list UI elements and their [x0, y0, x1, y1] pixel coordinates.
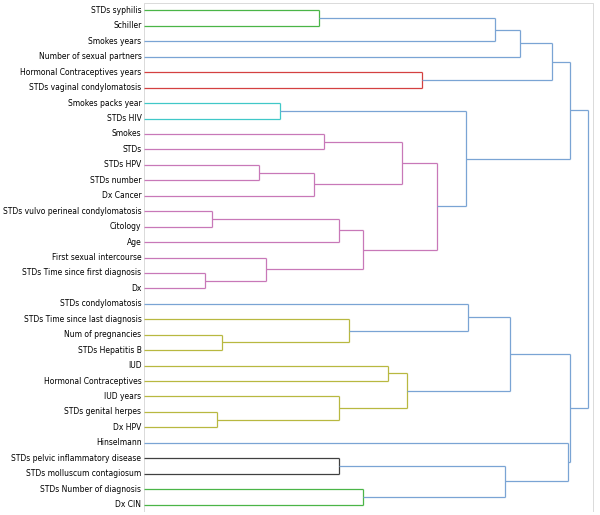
Text: Hormonal Contraceptives years: Hormonal Contraceptives years	[20, 68, 142, 77]
Text: STDs syphilis: STDs syphilis	[91, 6, 142, 15]
Text: Dx: Dx	[131, 284, 142, 293]
Text: STDs Hepatitis B: STDs Hepatitis B	[77, 346, 142, 355]
Text: Num of pregnancies: Num of pregnancies	[64, 330, 142, 339]
Text: First sexual intercourse: First sexual intercourse	[52, 253, 142, 262]
Text: Dx CIN: Dx CIN	[115, 500, 142, 509]
Text: Hormonal Contraceptives: Hormonal Contraceptives	[44, 376, 142, 386]
Text: STDs vaginal condylomatosis: STDs vaginal condylomatosis	[29, 83, 142, 92]
Text: Number of sexual partners: Number of sexual partners	[38, 53, 142, 61]
Text: IUD years: IUD years	[104, 392, 142, 401]
Text: STDs: STDs	[122, 145, 142, 154]
Text: STDs vulvo perineal condylomatosis: STDs vulvo perineal condylomatosis	[3, 207, 142, 216]
Text: STDs number: STDs number	[90, 176, 142, 185]
Text: Schiller: Schiller	[113, 22, 142, 30]
Text: STDs molluscum contagiosum: STDs molluscum contagiosum	[26, 469, 142, 478]
Text: STDs HPV: STDs HPV	[104, 160, 142, 169]
Text: STDs Time since last diagnosis: STDs Time since last diagnosis	[23, 315, 142, 324]
Text: STDs pelvic inflammatory disease: STDs pelvic inflammatory disease	[11, 454, 142, 462]
Text: STDs Number of diagnosis: STDs Number of diagnosis	[40, 485, 142, 493]
Text: Hinselmann: Hinselmann	[96, 438, 142, 447]
Text: IUD: IUD	[128, 361, 142, 370]
Text: Age: Age	[127, 237, 142, 247]
Text: Smokes packs year: Smokes packs year	[68, 99, 142, 108]
Text: Smokes years: Smokes years	[88, 37, 142, 46]
Text: Dx Cancer: Dx Cancer	[102, 191, 142, 200]
Text: STDs condylomatosis: STDs condylomatosis	[60, 299, 142, 308]
Text: Smokes: Smokes	[112, 129, 142, 139]
Text: Citology: Citology	[110, 222, 142, 231]
Text: STDs Time since first diagnosis: STDs Time since first diagnosis	[22, 268, 142, 278]
Text: STDs HIV: STDs HIV	[107, 114, 142, 123]
Text: Dx HPV: Dx HPV	[113, 423, 142, 432]
Text: STDs genital herpes: STDs genital herpes	[64, 407, 142, 416]
